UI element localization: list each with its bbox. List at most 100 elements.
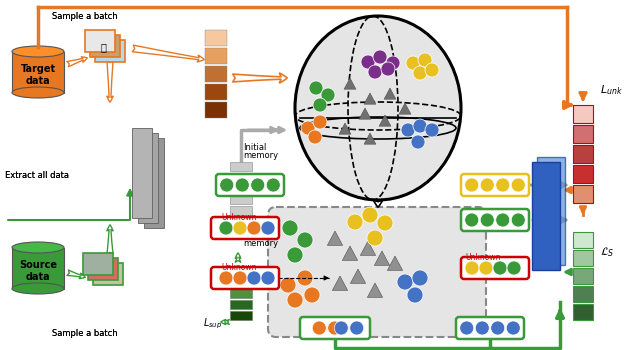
Circle shape xyxy=(347,214,363,230)
FancyBboxPatch shape xyxy=(456,317,524,339)
FancyBboxPatch shape xyxy=(268,207,486,337)
Circle shape xyxy=(247,271,261,285)
FancyBboxPatch shape xyxy=(90,35,120,57)
FancyBboxPatch shape xyxy=(230,184,252,193)
Circle shape xyxy=(373,50,387,64)
FancyBboxPatch shape xyxy=(230,162,252,171)
Circle shape xyxy=(425,123,439,137)
FancyBboxPatch shape xyxy=(230,300,252,309)
FancyBboxPatch shape xyxy=(230,311,252,320)
Polygon shape xyxy=(399,103,411,114)
Circle shape xyxy=(334,321,348,335)
Polygon shape xyxy=(384,88,396,99)
FancyBboxPatch shape xyxy=(230,267,252,276)
Circle shape xyxy=(312,321,326,335)
Text: Sample a batch: Sample a batch xyxy=(52,12,118,21)
Ellipse shape xyxy=(12,46,64,57)
FancyBboxPatch shape xyxy=(12,247,64,288)
Circle shape xyxy=(413,119,427,133)
Circle shape xyxy=(465,261,479,275)
Text: Initial: Initial xyxy=(243,144,266,153)
Circle shape xyxy=(280,277,296,293)
FancyBboxPatch shape xyxy=(573,125,593,143)
Circle shape xyxy=(361,55,375,69)
Circle shape xyxy=(406,56,420,70)
Polygon shape xyxy=(350,269,365,284)
FancyBboxPatch shape xyxy=(83,253,113,275)
Circle shape xyxy=(418,53,432,67)
Circle shape xyxy=(397,274,413,290)
Circle shape xyxy=(313,115,327,129)
FancyBboxPatch shape xyxy=(573,268,593,284)
FancyBboxPatch shape xyxy=(461,174,529,196)
Text: Unknown: Unknown xyxy=(221,264,257,273)
FancyBboxPatch shape xyxy=(230,278,252,287)
Polygon shape xyxy=(364,93,376,104)
Circle shape xyxy=(386,56,400,70)
Polygon shape xyxy=(359,108,371,119)
Polygon shape xyxy=(367,283,383,298)
Text: 🚲: 🚲 xyxy=(100,42,106,52)
FancyBboxPatch shape xyxy=(461,257,529,279)
Circle shape xyxy=(377,215,393,231)
Circle shape xyxy=(251,178,265,192)
Text: Extract all data: Extract all data xyxy=(5,170,69,180)
Circle shape xyxy=(313,98,327,112)
FancyBboxPatch shape xyxy=(216,174,284,196)
Circle shape xyxy=(321,88,335,102)
Circle shape xyxy=(220,178,234,192)
Circle shape xyxy=(236,178,249,192)
Circle shape xyxy=(511,178,525,192)
Circle shape xyxy=(219,271,233,285)
FancyBboxPatch shape xyxy=(230,289,252,298)
Circle shape xyxy=(460,321,474,335)
Polygon shape xyxy=(364,133,376,144)
Circle shape xyxy=(479,261,493,275)
Circle shape xyxy=(266,178,280,192)
Circle shape xyxy=(413,66,427,80)
FancyBboxPatch shape xyxy=(85,30,115,52)
FancyBboxPatch shape xyxy=(205,48,227,64)
Ellipse shape xyxy=(12,242,64,253)
FancyBboxPatch shape xyxy=(537,157,565,265)
Circle shape xyxy=(233,221,247,235)
FancyBboxPatch shape xyxy=(573,145,593,163)
Circle shape xyxy=(261,221,275,235)
Circle shape xyxy=(309,81,323,95)
Circle shape xyxy=(493,261,507,275)
Circle shape xyxy=(465,178,479,192)
Circle shape xyxy=(496,213,509,227)
Text: memory: memory xyxy=(243,238,278,247)
FancyBboxPatch shape xyxy=(211,267,279,289)
Text: · · ·: · · · xyxy=(230,219,246,229)
Polygon shape xyxy=(344,78,356,89)
Text: Target
data: Target data xyxy=(20,64,56,86)
Text: Source
data: Source data xyxy=(19,260,57,282)
Text: Update: Update xyxy=(243,231,273,239)
FancyBboxPatch shape xyxy=(230,195,252,204)
Text: $L_{unk}$: $L_{unk}$ xyxy=(600,83,623,97)
Circle shape xyxy=(381,62,395,76)
Circle shape xyxy=(349,321,364,335)
FancyBboxPatch shape xyxy=(300,317,370,339)
Circle shape xyxy=(219,221,233,235)
Circle shape xyxy=(297,270,313,286)
FancyBboxPatch shape xyxy=(138,133,158,223)
Polygon shape xyxy=(342,246,358,260)
Polygon shape xyxy=(374,251,390,265)
Ellipse shape xyxy=(295,16,461,200)
Text: Sample a batch: Sample a batch xyxy=(52,329,118,338)
Circle shape xyxy=(491,321,505,335)
Circle shape xyxy=(401,123,415,137)
Circle shape xyxy=(233,271,247,285)
Polygon shape xyxy=(360,241,376,256)
FancyBboxPatch shape xyxy=(573,304,593,320)
Circle shape xyxy=(412,270,428,286)
FancyBboxPatch shape xyxy=(205,102,227,118)
Circle shape xyxy=(480,178,494,192)
Circle shape xyxy=(328,321,342,335)
Circle shape xyxy=(367,230,383,246)
Text: Unknown: Unknown xyxy=(221,214,257,223)
Circle shape xyxy=(287,292,303,308)
Text: Extract all data: Extract all data xyxy=(5,170,69,180)
